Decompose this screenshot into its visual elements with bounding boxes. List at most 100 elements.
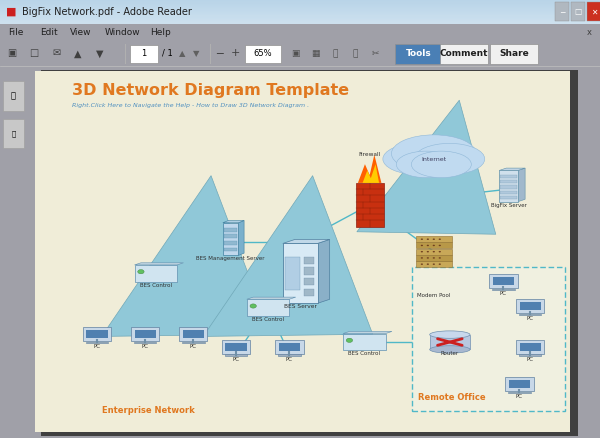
- FancyBboxPatch shape: [343, 334, 386, 350]
- Text: PC: PC: [527, 316, 533, 321]
- Ellipse shape: [397, 151, 456, 178]
- Text: ■: ■: [6, 7, 17, 17]
- FancyBboxPatch shape: [247, 299, 289, 316]
- FancyBboxPatch shape: [182, 330, 204, 339]
- Text: BES Control: BES Control: [140, 283, 172, 288]
- FancyBboxPatch shape: [412, 267, 565, 411]
- Text: BES Control: BES Control: [252, 317, 284, 322]
- Polygon shape: [223, 220, 244, 223]
- Text: Firewall: Firewall: [359, 152, 381, 157]
- Text: PC: PC: [142, 344, 149, 349]
- FancyBboxPatch shape: [492, 289, 515, 290]
- FancyBboxPatch shape: [134, 342, 157, 343]
- Circle shape: [439, 238, 441, 240]
- Text: Share: Share: [499, 49, 529, 58]
- FancyBboxPatch shape: [0, 6, 600, 7]
- Circle shape: [439, 263, 441, 265]
- FancyBboxPatch shape: [0, 20, 600, 21]
- FancyBboxPatch shape: [226, 343, 247, 351]
- Text: 65%: 65%: [254, 49, 272, 58]
- FancyBboxPatch shape: [0, 11, 600, 12]
- Text: ✉: ✉: [52, 48, 60, 58]
- FancyBboxPatch shape: [0, 4, 600, 5]
- FancyBboxPatch shape: [499, 170, 518, 201]
- FancyBboxPatch shape: [395, 44, 443, 64]
- Circle shape: [427, 245, 429, 246]
- Text: Enterprise Network: Enterprise Network: [103, 406, 195, 415]
- FancyBboxPatch shape: [490, 44, 538, 64]
- Text: ✕: ✕: [591, 7, 597, 16]
- FancyBboxPatch shape: [304, 257, 314, 264]
- FancyBboxPatch shape: [3, 119, 24, 148]
- Ellipse shape: [383, 143, 454, 175]
- FancyBboxPatch shape: [508, 392, 530, 393]
- Text: ▼: ▼: [193, 49, 199, 58]
- FancyBboxPatch shape: [182, 342, 205, 343]
- Circle shape: [433, 251, 435, 252]
- FancyBboxPatch shape: [500, 180, 517, 183]
- FancyBboxPatch shape: [0, 12, 600, 13]
- Text: □: □: [29, 48, 38, 58]
- FancyBboxPatch shape: [283, 244, 317, 304]
- Circle shape: [433, 245, 435, 246]
- FancyBboxPatch shape: [131, 327, 160, 341]
- FancyBboxPatch shape: [571, 2, 585, 21]
- FancyBboxPatch shape: [134, 330, 155, 339]
- Text: BES Management Server: BES Management Server: [196, 256, 265, 261]
- FancyBboxPatch shape: [500, 185, 517, 188]
- Text: PC: PC: [190, 344, 197, 349]
- Text: ▼: ▼: [96, 48, 104, 58]
- Text: PC: PC: [94, 344, 101, 349]
- Polygon shape: [343, 332, 392, 334]
- Circle shape: [421, 257, 423, 259]
- FancyBboxPatch shape: [134, 265, 177, 282]
- FancyBboxPatch shape: [440, 44, 488, 64]
- FancyBboxPatch shape: [519, 354, 541, 356]
- FancyBboxPatch shape: [224, 241, 237, 245]
- Circle shape: [433, 263, 435, 265]
- FancyBboxPatch shape: [245, 45, 281, 63]
- FancyBboxPatch shape: [275, 340, 304, 353]
- FancyBboxPatch shape: [86, 342, 108, 343]
- FancyBboxPatch shape: [0, 19, 600, 20]
- Circle shape: [439, 245, 441, 246]
- Ellipse shape: [412, 151, 472, 178]
- Text: Edit: Edit: [40, 28, 58, 36]
- FancyBboxPatch shape: [516, 340, 544, 353]
- FancyBboxPatch shape: [0, 13, 600, 14]
- FancyBboxPatch shape: [0, 22, 600, 24]
- Text: 📎: 📎: [11, 92, 16, 101]
- Ellipse shape: [430, 331, 470, 338]
- FancyBboxPatch shape: [356, 183, 384, 226]
- FancyBboxPatch shape: [0, 7, 600, 8]
- FancyBboxPatch shape: [500, 191, 517, 194]
- Polygon shape: [362, 164, 379, 183]
- FancyBboxPatch shape: [83, 327, 111, 341]
- Circle shape: [439, 251, 441, 252]
- Text: BES Server: BES Server: [284, 304, 317, 310]
- FancyBboxPatch shape: [225, 354, 247, 356]
- FancyBboxPatch shape: [516, 299, 544, 313]
- Text: View: View: [70, 28, 91, 36]
- FancyBboxPatch shape: [41, 70, 578, 436]
- Circle shape: [427, 251, 429, 252]
- FancyBboxPatch shape: [416, 261, 452, 267]
- Text: Remote Office: Remote Office: [418, 393, 485, 402]
- FancyBboxPatch shape: [224, 247, 237, 251]
- Text: PC: PC: [516, 394, 523, 399]
- Circle shape: [346, 338, 353, 343]
- Circle shape: [421, 263, 423, 265]
- Text: ─: ─: [560, 7, 565, 16]
- FancyBboxPatch shape: [416, 255, 452, 261]
- Text: ▲: ▲: [179, 49, 185, 58]
- FancyBboxPatch shape: [86, 330, 107, 339]
- Text: Modem Pool: Modem Pool: [417, 293, 451, 298]
- Text: 💬: 💬: [332, 49, 338, 58]
- FancyBboxPatch shape: [509, 380, 530, 389]
- FancyBboxPatch shape: [224, 228, 237, 232]
- FancyBboxPatch shape: [284, 257, 300, 290]
- Polygon shape: [247, 297, 296, 299]
- Polygon shape: [317, 240, 329, 304]
- Text: Tools: Tools: [406, 49, 432, 58]
- Text: BigFix Server: BigFix Server: [491, 203, 527, 208]
